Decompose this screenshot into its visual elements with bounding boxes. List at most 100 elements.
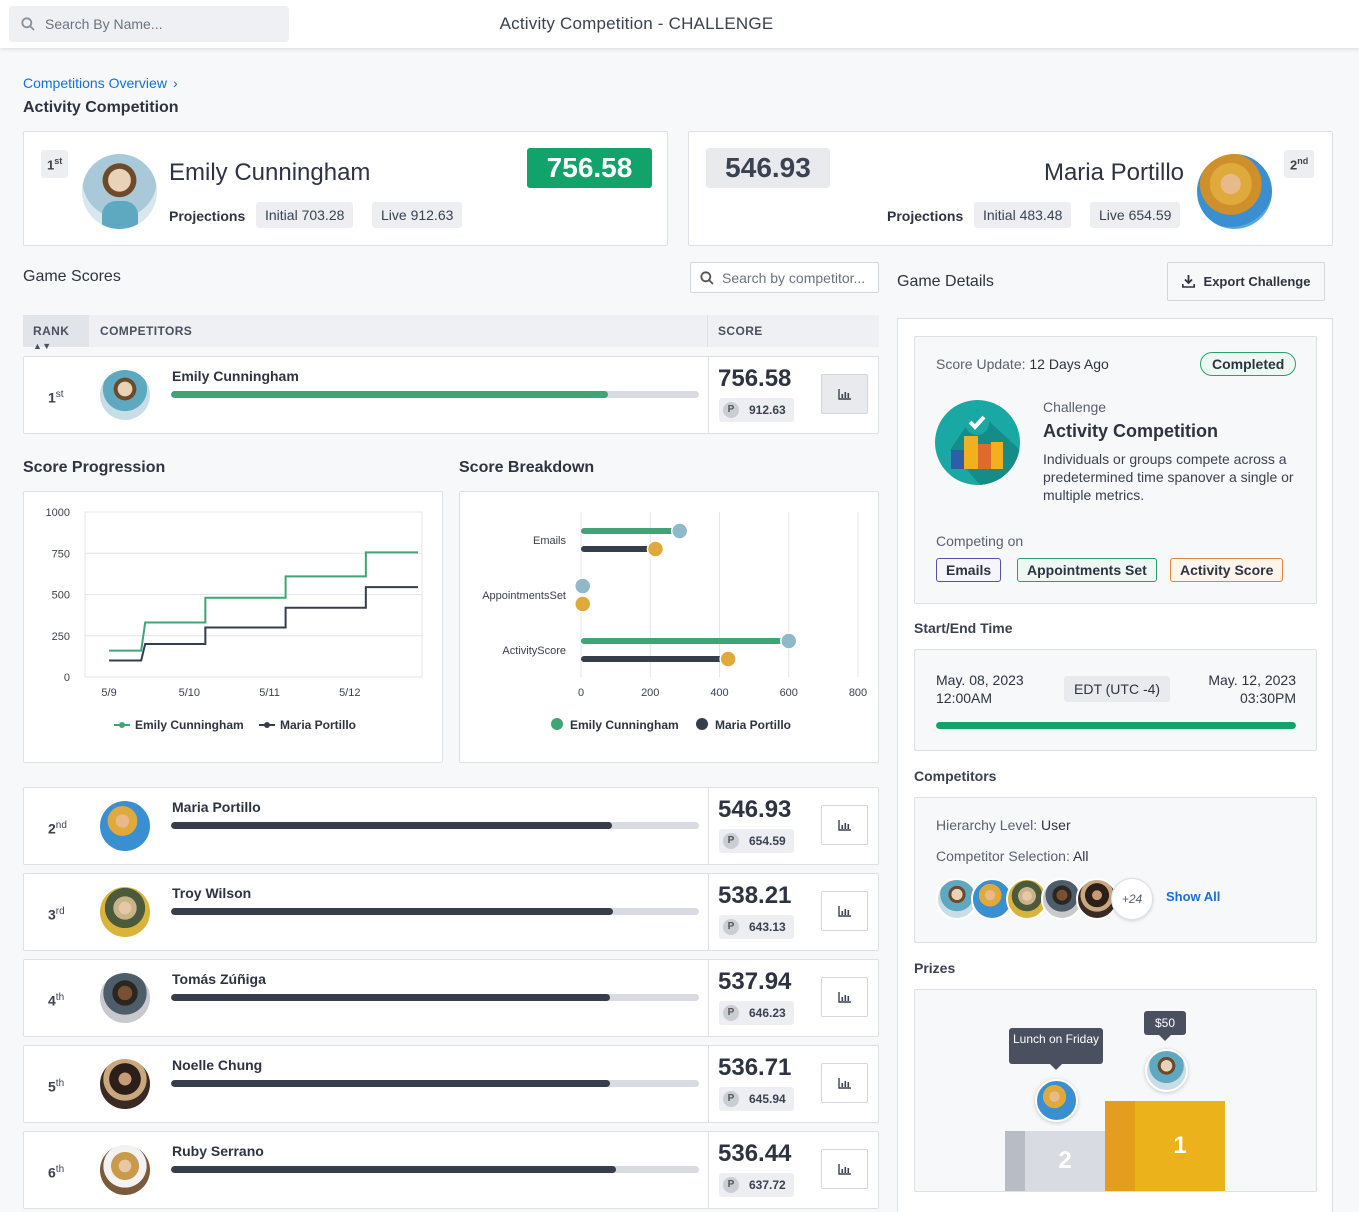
bar-emails-0 [581, 528, 680, 534]
bar-chart-icon [838, 388, 851, 400]
x-tick-label: 5/11 [259, 687, 280, 699]
bar-end-avatar [670, 522, 689, 540]
avatar-emily-cunningham [82, 154, 157, 229]
view-chart-button[interactable] [821, 1149, 868, 1189]
time-progress-fill [936, 722, 1296, 729]
projected-score: P 654.59 [719, 829, 794, 853]
competitors-title: Competitors [914, 768, 997, 784]
bar-chart-icon [838, 1163, 851, 1175]
score-value: 756.58 [718, 365, 792, 392]
projection-icon: P [723, 402, 739, 418]
legend-label: Maria Portillo [715, 718, 791, 732]
competitor-name: Ruby Serrano [172, 1143, 264, 1159]
game-details-panel: Score Update: 12 Days Ago Completed Chal… [897, 318, 1333, 1212]
category-label: Emails [533, 535, 567, 547]
search-icon [700, 270, 714, 285]
projection-icon: P [723, 919, 739, 935]
show-all-link[interactable]: Show All [1166, 889, 1221, 904]
y-tick-label: 0 [64, 672, 70, 684]
search-input[interactable]: Search By Name... [9, 6, 289, 42]
divider [708, 874, 709, 950]
second-prize-tooltip: Lunch on Friday [1009, 1028, 1103, 1064]
table-row[interactable]: 4th Tomás Zúñiga 537.94 P 646.23 [23, 959, 879, 1037]
score-progress-fill [171, 1080, 610, 1087]
score-value: 537.94 [718, 968, 792, 995]
initial-projection: Initial 703.28 [256, 202, 354, 228]
table-row[interactable]: 6th Ruby Serrano 536.44 P 637.72 [23, 1131, 879, 1209]
bar-chart-icon [838, 905, 851, 917]
score-progress-bar [171, 1080, 699, 1087]
avatar-emily-cunningham [1145, 1049, 1188, 1092]
projected-score: P 643.13 [719, 915, 794, 939]
y-tick-label: 750 [52, 548, 70, 560]
series-line-maria-portillo [109, 586, 418, 662]
x-tick-label: 5/10 [179, 687, 200, 699]
export-challenge-button[interactable]: Export Challenge [1167, 262, 1325, 301]
divider [708, 788, 709, 864]
projection-icon: P [723, 833, 739, 849]
runner-score: 546.93 [706, 148, 830, 188]
view-chart-button[interactable] [821, 374, 868, 414]
divider [708, 357, 709, 433]
legend-marker [551, 718, 563, 730]
competitor-name: Maria Portillo [172, 799, 261, 815]
competitor-search-input[interactable]: Search by competitor... [690, 262, 879, 293]
table-row[interactable]: 2nd Maria Portillo 546.93 P 654.59 [23, 787, 879, 865]
x-tick-label: 200 [641, 687, 659, 699]
podium-first: 1 [1135, 1101, 1225, 1191]
competitor-avatar [100, 973, 150, 1023]
view-chart-button[interactable] [821, 977, 868, 1017]
divider [708, 1132, 709, 1208]
rank-cell: 6th [48, 1164, 65, 1181]
challenge-icon [935, 400, 1020, 485]
bar-emails-1 [581, 546, 656, 552]
legend-marker [696, 718, 708, 730]
score-breakdown-title: Score Breakdown [459, 459, 595, 476]
view-chart-button[interactable] [821, 891, 868, 931]
score-update: Score Update: 12 Days Ago [936, 356, 1109, 372]
rank-column-header[interactable]: RANK ▲▼ [23, 315, 89, 351]
table-row[interactable]: 1st Emily Cunningham 756.58 P 912.63 [23, 356, 879, 434]
competitor-selection: Competitor Selection: All [936, 848, 1089, 864]
bar-chart-svg: 0 200 400 600 800 Emails AppointmentsSet Activi… [482, 512, 867, 732]
metric-tag-emails: Emails [936, 558, 1002, 582]
competitor-avatar [100, 1145, 150, 1195]
breadcrumb: Competitions Overview › [23, 75, 178, 91]
view-chart-button[interactable] [821, 805, 868, 845]
score-progress-fill [171, 1166, 616, 1173]
avatar-maria-portillo [1197, 154, 1272, 229]
competitor-name: Noelle Chung [172, 1057, 263, 1073]
competitors-column-header: COMPETITORS [100, 324, 193, 338]
end-time: May. 12, 2023 03:30PM [1208, 672, 1296, 706]
competitor-avatar [100, 1059, 150, 1109]
table-row[interactable]: 3rd Troy Wilson 538.21 P 643.13 [23, 873, 879, 951]
score-progress-bar [171, 908, 699, 915]
prizes-card: Lunch on Friday $50 2 1 [914, 989, 1317, 1192]
projection-icon: P [723, 1005, 739, 1021]
leader-name: Emily Cunningham [169, 159, 371, 186]
download-icon [1181, 275, 1195, 288]
table-row[interactable]: 5th Noelle Chung 536.71 P 645.94 [23, 1045, 879, 1123]
challenge-type: Challenge [1043, 399, 1107, 415]
bar-end-avatar [646, 540, 665, 558]
score-value: 538.21 [718, 882, 792, 909]
sort-icon: ▲▼ [33, 341, 52, 351]
projected-score: P 912.63 [719, 398, 794, 422]
projected-score: P 637.72 [719, 1173, 794, 1197]
time-progress-bar [936, 722, 1296, 729]
game-details-title: Game Details [897, 273, 994, 290]
breadcrumb-link-competitions-overview[interactable]: Competitions Overview [23, 75, 167, 91]
view-chart-button[interactable] [821, 1063, 868, 1103]
rank-cell: 3rd [48, 906, 65, 923]
bar-chart-icon [838, 991, 851, 1003]
rank-cell: 4th [48, 992, 65, 1009]
rank-badge: 2nd [1284, 150, 1315, 179]
bar-activityscore-0 [581, 638, 789, 644]
bar-end-avatar [573, 577, 592, 595]
competitor-avatar [100, 887, 150, 937]
page-title: Activity Competition [23, 99, 179, 116]
metric-tag-appointments-set: Appointments Set [1017, 558, 1157, 582]
scores-table-header: RANK ▲▼ COMPETITORS SCORE [23, 315, 879, 351]
game-scores-title: Game Scores [23, 268, 121, 285]
more-competitors-badge[interactable]: +24 [1111, 878, 1153, 920]
